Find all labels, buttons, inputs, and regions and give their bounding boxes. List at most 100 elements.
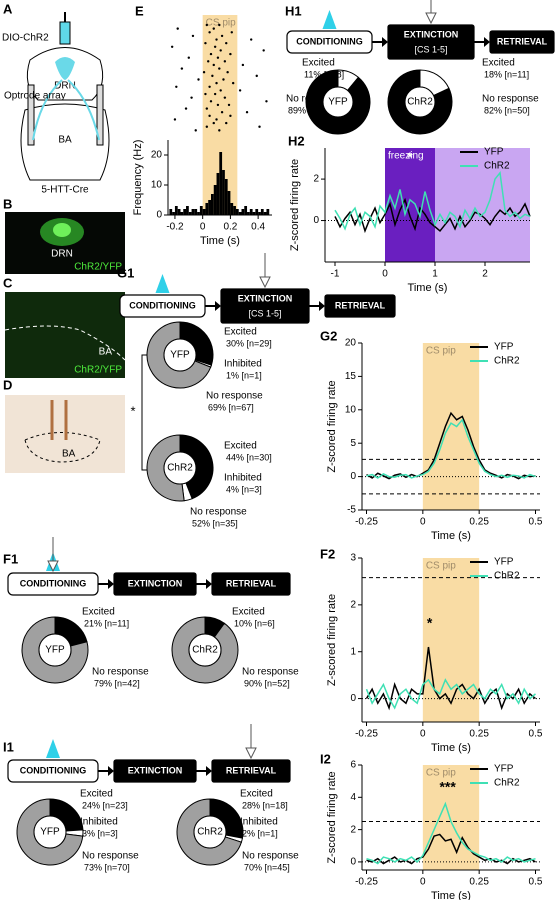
- raster-spike: [258, 125, 261, 128]
- histogram-bar: [255, 209, 259, 215]
- shaded-region: [422, 343, 480, 510]
- label: 5-HTT-Cre: [41, 185, 89, 196]
- raster-spike: [208, 114, 211, 118]
- flow-arrow-head: [108, 766, 114, 776]
- shaded-region: [385, 148, 435, 262]
- y-tick-label: -5: [347, 505, 356, 516]
- label: ChR2/YFP: [74, 365, 122, 376]
- pie-center-label: ChR2: [407, 97, 433, 108]
- histogram-bar: [238, 212, 242, 215]
- step-label: CONDITIONING: [296, 36, 363, 46]
- x-tick-label: 0: [200, 222, 206, 233]
- raster-spike: [205, 125, 209, 128]
- raster-spike: [208, 85, 211, 88]
- optrode: [96, 84, 104, 146]
- pie-category: No response: [82, 851, 139, 862]
- raster-spike: [212, 121, 215, 125]
- y-tick-label: 0: [350, 693, 356, 704]
- pie-value-label: 52% [n=35]: [192, 518, 238, 528]
- step-label: CONDITIONING: [20, 578, 87, 588]
- pie-value-label: 70% [n=45]: [244, 862, 290, 872]
- pie-category: Excited: [224, 441, 257, 452]
- pie-category: Excited: [232, 607, 265, 618]
- pie-value-label: 30% [n=29]: [226, 338, 272, 348]
- raster-spike: [205, 23, 209, 27]
- x-tick-label: 1: [432, 269, 438, 280]
- y-tick-label: 20: [151, 150, 163, 161]
- y-axis-label: Z-scored firing rate: [289, 159, 301, 251]
- raster-spike: [225, 121, 228, 125]
- pie-center-label: ChR2: [167, 463, 193, 474]
- histogram-bar: [210, 194, 214, 215]
- raster-spike: [250, 38, 253, 41]
- flow-arrow-head: [108, 579, 114, 589]
- flow-arrow-head: [215, 301, 221, 311]
- x-tick-label: 0: [382, 269, 388, 280]
- pie-category: Inhibited: [224, 473, 262, 484]
- x-tick-label: 0: [420, 877, 426, 888]
- y-tick-label: 10: [151, 180, 163, 191]
- x-tick-label: 2: [482, 269, 488, 280]
- step-note: [CS 1-5]: [248, 308, 281, 318]
- brain-outline: [26, 47, 104, 101]
- raster-spike: [204, 41, 207, 45]
- micrograph: [5, 292, 125, 378]
- raster-spike: [215, 118, 218, 121]
- step-label: RETRIEVAL: [497, 36, 548, 46]
- x-axis-label: Time (s): [408, 282, 448, 294]
- label: DIO-ChR2: [2, 33, 49, 44]
- raster-spike: [230, 31, 233, 34]
- histogram-bar: [222, 170, 225, 215]
- label: BA: [62, 449, 76, 460]
- raster-spike: [219, 49, 222, 52]
- histogram-bar: [224, 179, 228, 215]
- pie-hole: [193, 815, 227, 849]
- step-note: [CS 1-5]: [414, 44, 447, 54]
- pie-value-label: 69% [n=67]: [208, 402, 254, 412]
- series-line: [365, 678, 536, 710]
- series-line: [366, 833, 536, 865]
- legend-label: YFP: [494, 342, 514, 353]
- x-tick-label: 0: [420, 729, 426, 740]
- raster-spike: [213, 45, 217, 48]
- panel-letter: F1: [3, 551, 18, 566]
- histogram-bar: [233, 206, 236, 215]
- raster-spike: [222, 78, 225, 81]
- raster-spike: [212, 27, 215, 30]
- probe-arrow-head: [259, 276, 271, 289]
- raster-spike: [213, 92, 217, 96]
- pie-value-label: 21% [n=11]: [84, 618, 129, 628]
- pie-category: Inhibited: [224, 359, 262, 370]
- pie-category: Excited: [482, 58, 515, 69]
- raster-spike: [219, 89, 222, 92]
- pie-center-label: YFP: [328, 97, 348, 108]
- fluorescence: [53, 223, 71, 237]
- pie-value-label: 2% [n=1]: [242, 828, 278, 838]
- histogram-bar: [177, 209, 181, 215]
- histogram-bar: [199, 206, 203, 215]
- panel-letter: C: [3, 275, 13, 290]
- legend-label: ChR2: [484, 161, 510, 172]
- raster-spike: [190, 96, 193, 99]
- raster-spike: [202, 71, 206, 74]
- histogram-bar: [230, 203, 234, 215]
- pie-category: Inhibited: [80, 817, 118, 828]
- region-label: CS pip: [206, 18, 236, 29]
- pie-value-label: 10% [n=6]: [234, 618, 275, 628]
- raster-spike: [187, 56, 190, 59]
- raster-spike: [241, 63, 245, 67]
- label: ChR2/YFP: [74, 262, 122, 273]
- track: [50, 400, 68, 440]
- pie-category: No response: [242, 667, 299, 678]
- pie-category: Excited: [240, 789, 273, 800]
- pie-value-label: 90% [n=52]: [244, 678, 290, 688]
- raster-spike: [170, 45, 174, 48]
- x-tick-label: -0.25: [355, 517, 378, 528]
- x-axis-label: Time (s): [431, 742, 471, 754]
- histogram-bar: [227, 191, 231, 215]
- x-tick-label: 0.2: [223, 222, 237, 233]
- histogram-bar: [219, 152, 223, 215]
- projection: [32, 79, 100, 141]
- pie-value-label: 4% [n=3]: [226, 484, 262, 494]
- pie-category: No response: [286, 94, 343, 105]
